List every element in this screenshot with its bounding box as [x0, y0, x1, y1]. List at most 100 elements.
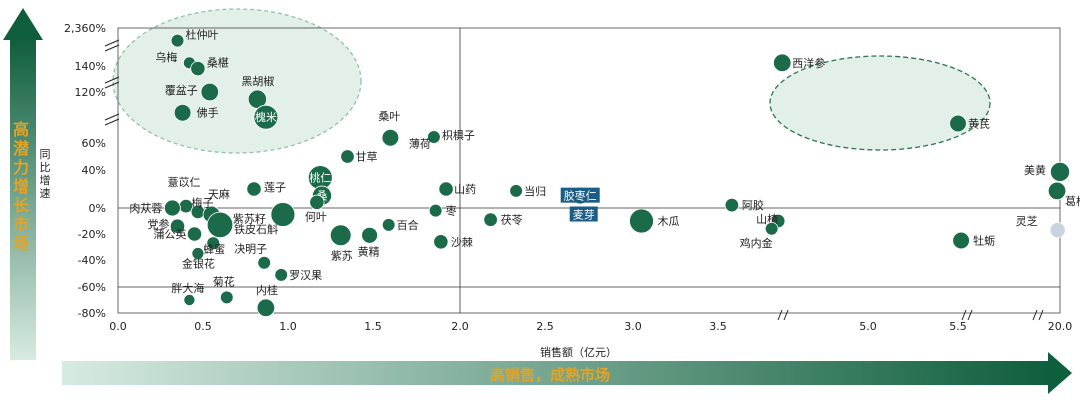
bubble	[163, 199, 181, 217]
x-tick-label: 20.0	[1048, 320, 1073, 333]
point-label: 紫苏籽	[233, 213, 266, 226]
bubble	[206, 211, 234, 239]
bubble	[191, 247, 205, 260]
data-point: 何叶	[305, 194, 327, 223]
bubble	[329, 224, 352, 247]
point-label: 薄荷	[409, 137, 431, 151]
y-tick-label: -40%	[78, 254, 106, 267]
bubble	[724, 197, 740, 213]
x-tick-label: 0.5	[194, 320, 212, 333]
data-point: 灵芝	[1016, 215, 1066, 239]
data-point: 黄芪	[949, 114, 990, 133]
point-label: 决明子	[234, 243, 267, 256]
bubble	[173, 103, 192, 122]
point-label: 胖大海	[171, 281, 204, 295]
data-point: 葛根	[1047, 181, 1080, 208]
point-label: 莲子	[264, 181, 286, 194]
point-label: 美黄	[1024, 163, 1046, 177]
data-point: 枣	[428, 203, 457, 218]
point-label: 蒲公英	[154, 227, 187, 241]
label-box	[560, 187, 600, 203]
y-axis-label: 同比增速	[39, 148, 51, 200]
point-label: 党参	[148, 217, 170, 231]
point-label: 桑叶	[378, 110, 400, 123]
point-label: 天麻	[208, 187, 230, 201]
bubble	[361, 226, 379, 244]
bubble	[206, 236, 221, 250]
point-label: 罗汉果	[289, 269, 322, 282]
bubble	[433, 234, 449, 250]
point-label: 槐米	[255, 110, 277, 124]
data-point: 紫苏	[329, 224, 353, 262]
point-label: 桑椹	[207, 57, 229, 70]
point-label: 铁皮石斛	[234, 222, 278, 236]
bubble	[381, 218, 396, 232]
data-point: 山药	[438, 181, 476, 197]
point-label: 黄精	[358, 244, 380, 258]
bubble	[220, 290, 234, 305]
bottom-arrow-label: 高销售，成熟市场	[490, 366, 611, 384]
point-label: 阿胶	[742, 198, 764, 212]
data-point: 阿胶	[724, 197, 764, 213]
axis-ticks: 0.0 0.5 1.0 1.5 2.0 2.5 3.0 3.5 5.0 5.5 20.0 2,360%…	[64, 22, 1072, 333]
y-tick-label: 2,360%	[64, 22, 106, 35]
data-point: 当归	[509, 184, 546, 198]
point-label: 百合	[397, 218, 419, 232]
bubble	[438, 181, 454, 197]
data-point: 天麻	[190, 187, 230, 220]
bubble	[309, 194, 325, 210]
point-label: 西洋参	[792, 56, 825, 70]
x-axis-break	[961, 309, 973, 321]
data-point: 木瓜	[629, 208, 680, 234]
data-point: 百合	[381, 218, 419, 232]
label-box	[569, 206, 598, 222]
data-point: 茯苓	[483, 212, 523, 227]
point-label: 梅子	[192, 196, 214, 210]
data-point: 佛手	[173, 103, 219, 122]
data-point: 槐米	[253, 104, 279, 130]
x-tick-label: 2.5	[536, 320, 554, 333]
y-axis-break	[104, 113, 120, 126]
bubble	[246, 181, 262, 197]
y-tick-label: 120%	[75, 86, 106, 99]
highlight-ellipse-left	[112, 8, 362, 154]
point-label: 鸡内金	[740, 236, 773, 250]
point-label: 枳椇子	[442, 128, 475, 142]
point-label: 薏苡仁	[168, 175, 201, 189]
vertical-arrow	[3, 8, 43, 360]
bubble	[270, 202, 296, 227]
data-point: 罗汉果	[274, 268, 322, 282]
axis-breaks	[104, 39, 1044, 321]
point-label: 乌梅	[155, 50, 177, 64]
point-label: 杜仲叶	[186, 28, 219, 42]
bubble	[257, 255, 272, 270]
y-axis-break	[104, 39, 120, 52]
data-point: 美黄	[1024, 161, 1071, 182]
bubble	[190, 60, 206, 77]
y-tick-label: -60%	[78, 281, 106, 294]
point-label: 蜂蜜	[203, 242, 225, 256]
data-point: 蒲公英	[154, 226, 203, 242]
data-point: 肉苁蓉	[129, 199, 181, 217]
bubble	[509, 184, 523, 198]
horizontal-arrow	[62, 352, 1072, 394]
bubble	[340, 149, 355, 164]
x-tick-label: 1.0	[279, 320, 297, 333]
data-point: 薏苡仁	[168, 175, 201, 214]
data-point: 甘草	[340, 149, 378, 164]
data-point: 桃仁	[307, 165, 333, 191]
x-axis-break	[777, 309, 789, 321]
point-label: 甘草	[356, 151, 378, 164]
data-point: 胖大海	[171, 281, 204, 306]
data-point: 蜂蜜	[203, 236, 225, 256]
bubble	[764, 222, 779, 236]
bubble	[256, 298, 276, 318]
data-point: 薄荷	[409, 137, 431, 151]
bubble	[186, 226, 203, 242]
data-point: 黄精	[358, 226, 380, 258]
data-point: 莲子	[246, 181, 286, 197]
y-tick-label: -80%	[78, 307, 106, 320]
data-point: 桑椹	[190, 57, 229, 77]
point-label: 覆盆子	[165, 83, 198, 97]
x-axis-label: 销售额（亿元）	[540, 346, 617, 359]
